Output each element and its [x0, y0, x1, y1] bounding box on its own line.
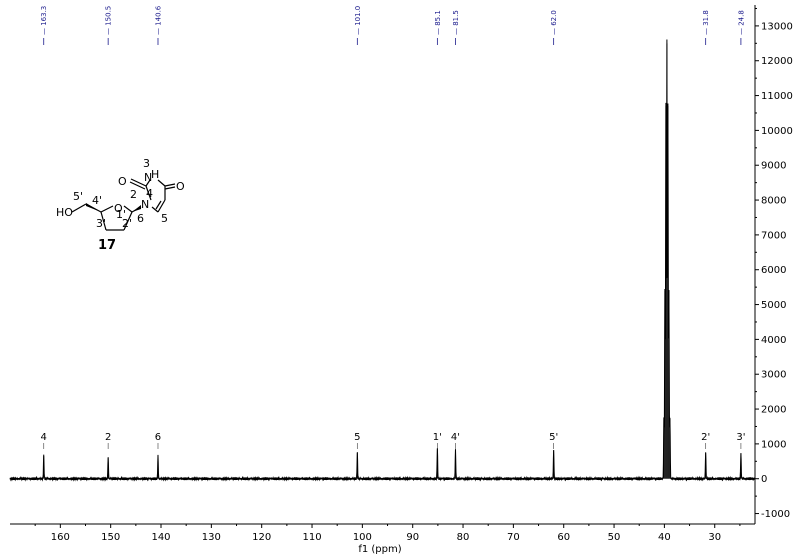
label-o2: O: [118, 175, 127, 188]
x-tick-label: 100: [353, 532, 372, 543]
compound-number: 17: [98, 238, 116, 253]
peak-assignment-label: 2': [701, 432, 710, 443]
peak-label: — 163.3: [40, 6, 48, 35]
label-c6: 6: [137, 212, 144, 225]
peak-label: — 24.8: [737, 10, 745, 35]
chemical-structure: HO 5' 4' O 1' 3' 2' N 6 5 2 4 3 N H O O …: [56, 157, 185, 253]
y-tick-label: 5000: [761, 300, 786, 311]
label-c3p: 3': [96, 217, 106, 230]
label-o4: O: [176, 180, 185, 193]
y-tick-label: 8000: [761, 196, 786, 207]
peak-label: — 85.1: [434, 10, 442, 35]
label-n3-atom: N: [144, 171, 152, 184]
x-tick-label: 80: [457, 532, 470, 543]
label-n1: N: [141, 198, 149, 211]
label-ho: HO: [56, 206, 73, 219]
label-n3-number: 3: [143, 157, 150, 170]
label-c4p: 4': [92, 194, 102, 207]
label-c1p: 1': [116, 208, 126, 221]
peak-label: — 150.5: [105, 6, 113, 35]
x-tick-label: 160: [51, 532, 70, 543]
label-c2p: 2': [122, 217, 132, 230]
y-tick-label: 13000: [761, 21, 793, 32]
peak-label-layer: — 163.3 — 150.5 — 140.6 — 101.0 — 85.1 — 81.5…: [40, 5, 745, 45]
label-ring-o: O: [114, 202, 123, 215]
x-tick-label: 120: [252, 532, 271, 543]
y-tick-label: 4000: [761, 335, 786, 346]
label-c5p: 5': [73, 190, 83, 203]
y-tick-label: 9000: [761, 161, 786, 172]
x-tick-label: 30: [708, 532, 721, 543]
y-tick-label: 1000: [761, 439, 786, 450]
peak-assignment-label: 2: [105, 432, 111, 443]
spectrum-line: [9, 39, 756, 482]
assignment-label-layer: 4 2 6 5 1' 4' 5' 2' 3': [41, 432, 745, 449]
label-c4: 4: [146, 187, 153, 200]
peak-assignment-label: 1': [433, 432, 442, 443]
y-tick-label: 2000: [761, 405, 786, 416]
peak-assignment-label: 5': [549, 432, 558, 443]
peak-label: — 140.6: [154, 5, 162, 35]
peak-label: — 31.8: [702, 10, 710, 35]
label-n3-hydrogen: H: [151, 168, 159, 181]
wedge-bond-c1: [132, 205, 141, 212]
x-tick-label: 140: [151, 532, 170, 543]
x-axis-label: f1 (ppm): [358, 544, 401, 555]
x-tick-label: 90: [406, 532, 419, 543]
label-c5: 5: [161, 212, 168, 225]
y-tick-label: 10000: [761, 126, 793, 137]
peak-assignment-label: 4: [41, 432, 47, 443]
peak-assignment-label: 4': [451, 432, 460, 443]
x-tick-label: 40: [658, 532, 671, 543]
x-tick-label: 70: [507, 532, 520, 543]
y-tick-label: -1000: [761, 509, 790, 520]
y-tick-label: 6000: [761, 265, 786, 276]
peak-label: — 62.0: [550, 10, 558, 35]
peak-assignment-label: 3': [736, 432, 745, 443]
x-tick-label: 150: [101, 532, 120, 543]
x-tick-label: 110: [302, 532, 321, 543]
wedge-bond-c4: [86, 203, 101, 212]
spectrum-trace-layer: [9, 39, 756, 482]
peak-label: — 101.0: [354, 6, 362, 35]
peak-assignment-label: 6: [155, 432, 161, 443]
peak-assignment-label: 5: [354, 432, 360, 443]
label-c2: 2: [130, 188, 137, 201]
y-tick-label: 12000: [761, 56, 793, 67]
x-tick-label: 60: [557, 532, 570, 543]
x-tick-label: 50: [608, 532, 621, 543]
peak-label: — 81.5: [452, 10, 460, 35]
y-tick-label: 7000: [761, 230, 786, 241]
x-tick-label: 130: [202, 532, 221, 543]
y-tick-label: 0: [761, 474, 767, 485]
y-tick-label: 3000: [761, 370, 786, 381]
y-tick-label: 11000: [761, 91, 793, 102]
